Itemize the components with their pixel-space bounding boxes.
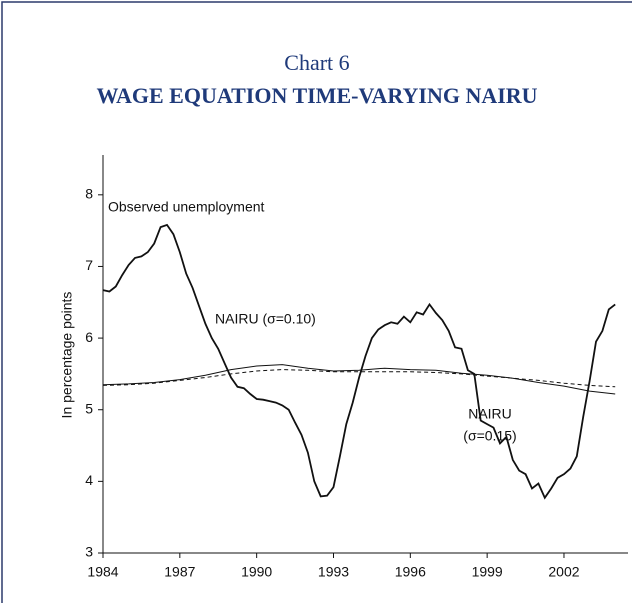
- x-tick-label: 2002: [548, 564, 579, 580]
- chart-subtitle: WAGE EQUATION TIME-VARYING NAIRU: [96, 83, 537, 108]
- x-tick-label: 1990: [241, 564, 272, 580]
- annotation: (σ=0.15): [463, 428, 516, 444]
- annotation: Observed unemployment: [108, 199, 265, 215]
- line-series: [102, 369, 616, 388]
- y-tick-label: 5: [85, 400, 93, 416]
- y-tick-label: 4: [85, 472, 93, 488]
- x-tick-label: 1999: [472, 564, 503, 580]
- line-series: [102, 223, 616, 500]
- y-tick-label: 3: [85, 544, 93, 560]
- x-tick-label: 1987: [164, 564, 195, 580]
- annotation: NAIRU (σ=0.10): [215, 311, 316, 327]
- annotation: NAIRU: [468, 406, 512, 422]
- x-tick-label: 1984: [87, 564, 118, 580]
- y-tick-label: 7: [85, 257, 93, 273]
- chart-title: Chart 6: [284, 50, 349, 75]
- y-axis-label: In percentage points: [59, 292, 75, 419]
- y-tick-label: 8: [85, 186, 93, 202]
- x-tick-label: 1993: [318, 564, 349, 580]
- line-series: [102, 364, 616, 395]
- x-tick-label: 1996: [395, 564, 426, 580]
- y-tick-label: 6: [85, 329, 93, 345]
